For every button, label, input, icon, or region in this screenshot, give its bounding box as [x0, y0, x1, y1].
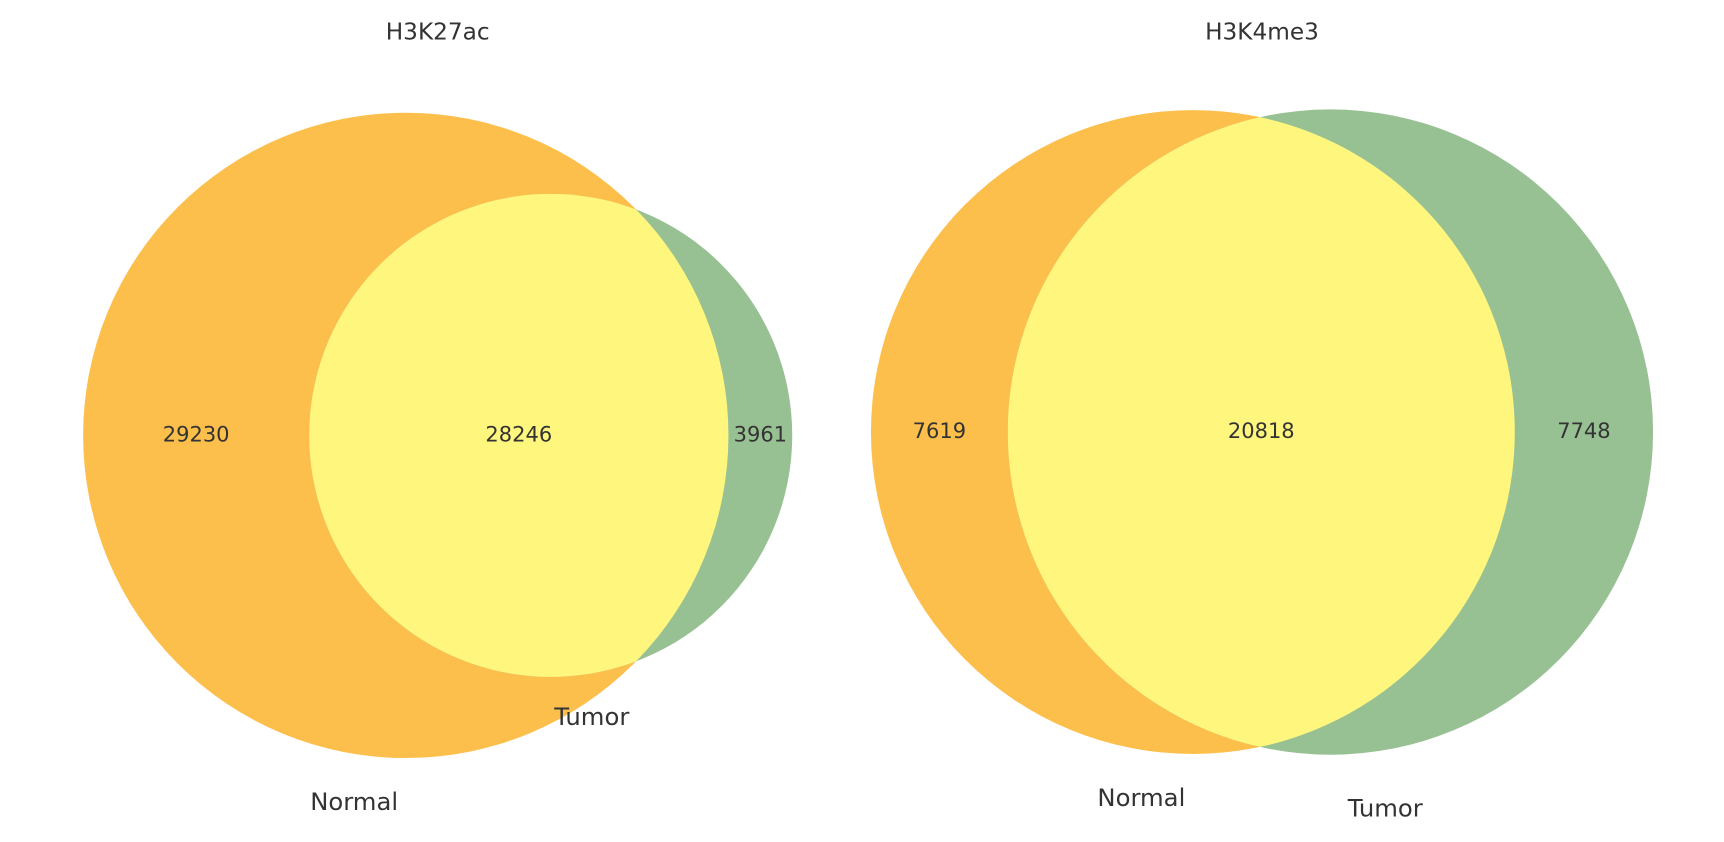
region-label: 28246: [485, 422, 552, 446]
chart-title: H3K27ac: [386, 19, 490, 46]
overlap-region: [309, 193, 729, 677]
set-label: Tumor: [553, 702, 629, 731]
region-label: 20818: [1228, 419, 1295, 443]
region-label: 7619: [913, 419, 966, 443]
set-label: Normal: [1097, 783, 1185, 812]
set-label: Tumor: [1347, 794, 1423, 823]
region-label: 3961: [734, 422, 787, 446]
set-label: Normal: [310, 787, 398, 816]
chart-title: H3K4me3: [1205, 19, 1319, 46]
region-label: 7748: [1557, 419, 1610, 443]
region-label: 29230: [163, 422, 230, 446]
overlap-region: [1007, 117, 1515, 747]
